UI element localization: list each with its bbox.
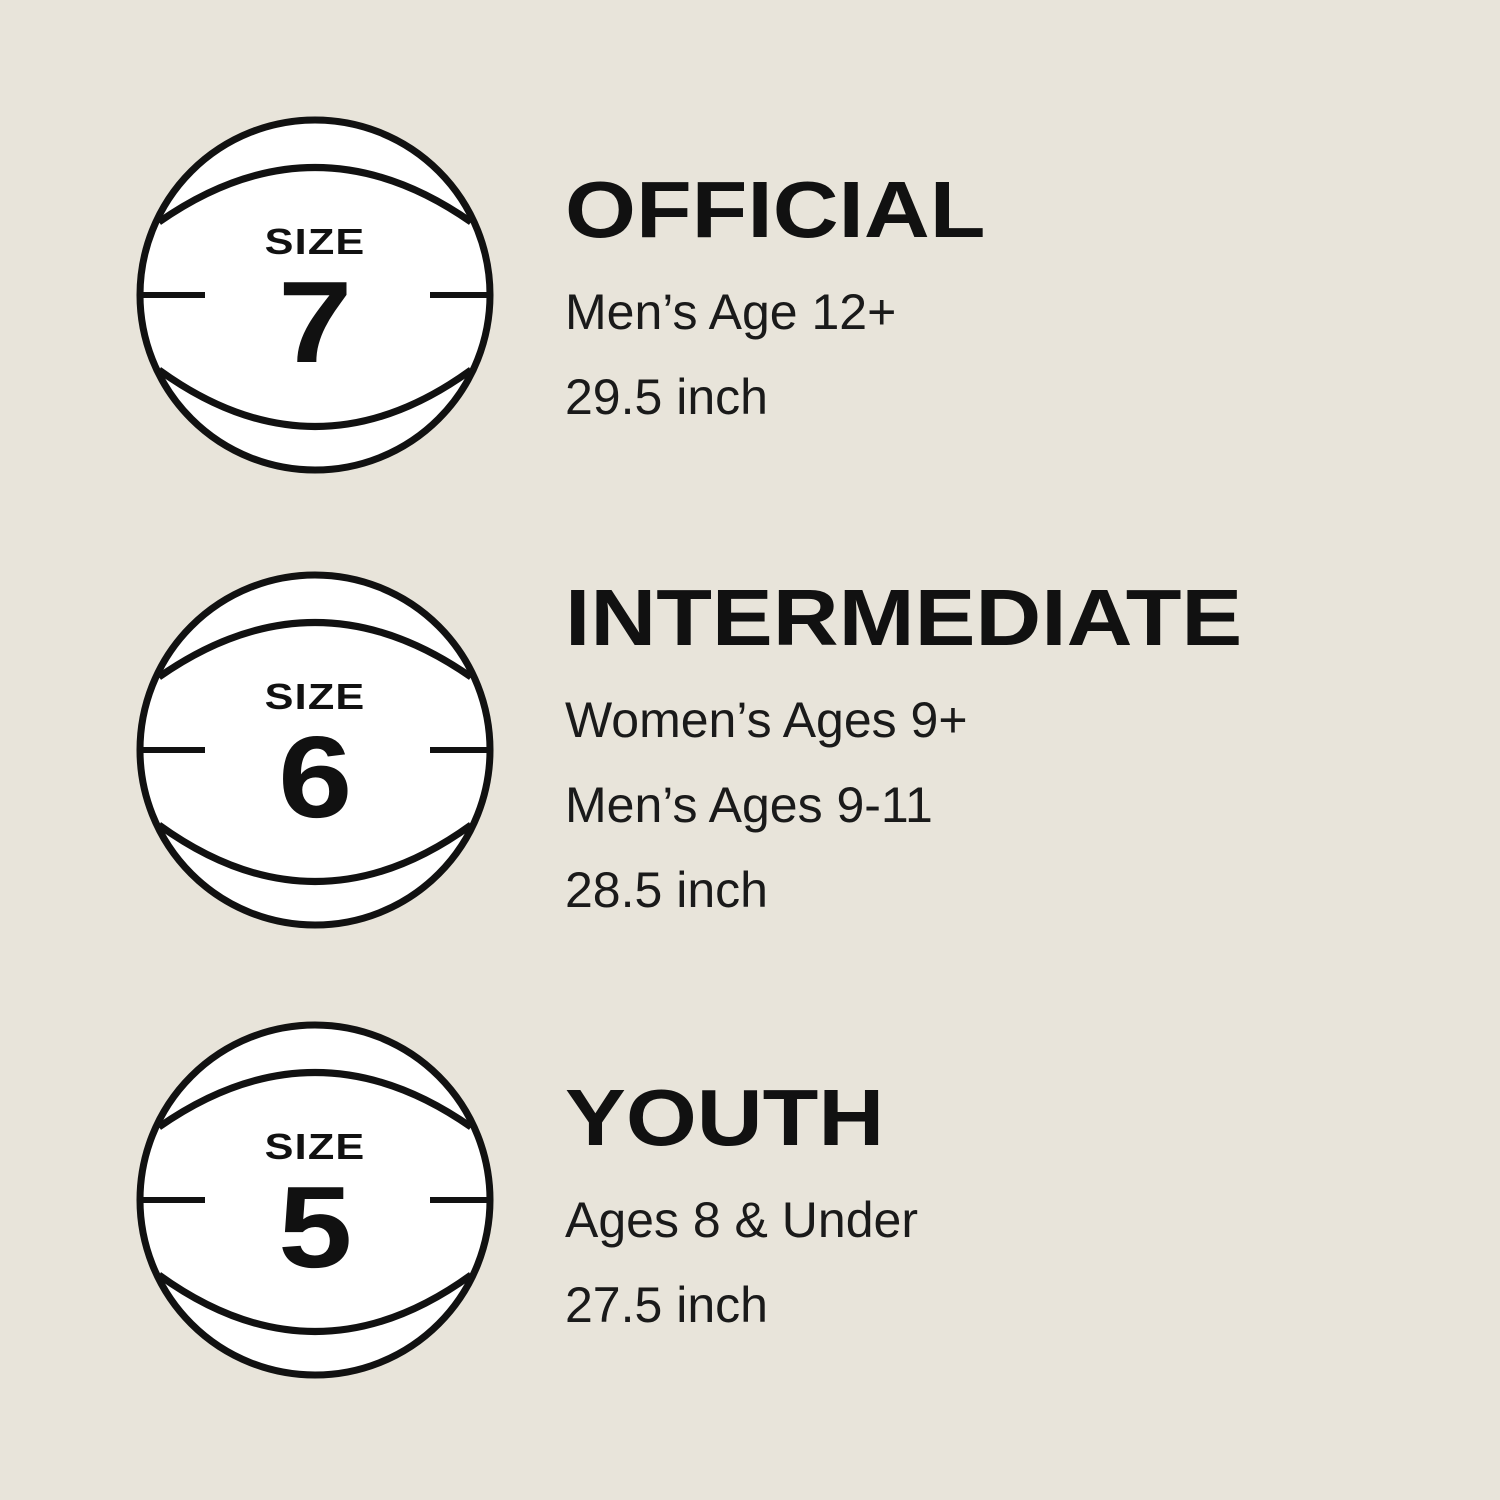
size-badge: SIZE 7 — [135, 221, 495, 387]
size-detail-line: 28.5 inch — [565, 862, 768, 918]
size-detail-line: Ages 8 & Under — [565, 1192, 918, 1248]
basketball-outline — [136, 116, 494, 474]
size-info-7: OFFICIAL Men’s Age 12+ 29.5 inch — [565, 170, 985, 440]
size-detail-line: Men’s Ages 9-11 — [565, 777, 933, 833]
basketball-size-7-icon: SIZE 7 — [135, 115, 495, 475]
size-detail-line: Women’s Ages 9+ — [565, 692, 968, 748]
size-category-title: OFFICIAL — [565, 165, 986, 254]
basketball-outline — [136, 1021, 494, 1379]
size-detail-line: 29.5 inch — [565, 369, 768, 425]
basketball-size-5-icon: SIZE 5 — [135, 1020, 495, 1380]
size-badge: SIZE 6 — [135, 676, 495, 842]
size-label: SIZE — [264, 221, 366, 262]
size-detail-line: Men’s Age 12+ — [565, 284, 897, 340]
size-label: SIZE — [264, 676, 366, 717]
size-number: 7 — [277, 257, 353, 387]
size-category-title: YOUTH — [565, 1073, 885, 1162]
basketball-outline — [136, 571, 494, 929]
size-detail-line: 27.5 inch — [565, 1277, 768, 1333]
size-info-5: YOUTH Ages 8 & Under 27.5 inch — [565, 1078, 918, 1348]
size-number: 5 — [277, 1162, 353, 1292]
basketball-size-6-icon: SIZE 6 — [135, 570, 495, 930]
size-label: SIZE — [264, 1126, 366, 1167]
size-number: 6 — [277, 712, 353, 842]
size-info-6: INTERMEDIATE Women’s Ages 9+ Men’s Ages 9-… — [565, 578, 1242, 933]
size-badge: SIZE 5 — [135, 1126, 495, 1292]
size-category-title: INTERMEDIATE — [565, 573, 1243, 662]
